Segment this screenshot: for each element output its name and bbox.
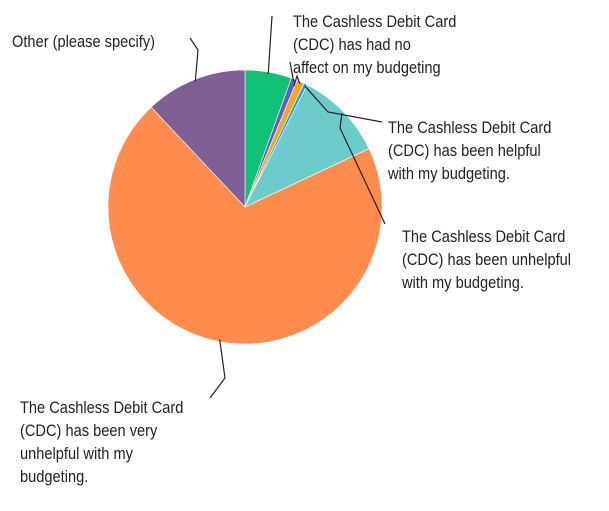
label-line: (CDC) has had no: [293, 35, 411, 54]
leader-line: [189, 37, 199, 82]
label-line: Other (please specify): [12, 32, 156, 51]
leader-line: [289, 61, 295, 82]
label-other: Other (please specify): [12, 30, 155, 53]
label-very-unhelpful: The Cashless Debit Card (CDC) has been v…: [20, 396, 183, 488]
label-line: The Cashless Debit Card: [388, 118, 552, 137]
leader-line: [293, 74, 301, 87]
leader-line: [304, 85, 383, 123]
label-line: with my budgeting.: [388, 164, 510, 183]
label-line: (CDC) has been unhelpful: [402, 250, 572, 269]
label-line: (CDC) has been very: [20, 421, 158, 440]
label-line: (CDC) has been helpful: [388, 141, 541, 160]
pie-slice: [244, 84, 370, 208]
label-line: The Cashless Debit Card: [20, 398, 184, 417]
label-line: with my budgeting.: [402, 273, 524, 292]
label-helpful: The Cashless Debit Card (CDC) has been h…: [388, 116, 551, 185]
label-line: The Cashless Debit Card: [293, 12, 457, 31]
leader-line: [267, 15, 273, 75]
leader-line: [339, 112, 386, 225]
label-no-affect: The Cashless Debit Card (CDC) has had no…: [293, 10, 456, 79]
label-line: unhelpful with my: [20, 444, 133, 463]
label-unhelpful: The Cashless Debit Card (CDC) has been u…: [402, 225, 571, 294]
label-line: The Cashless Debit Card: [402, 227, 566, 246]
label-line: budgeting.: [20, 467, 89, 486]
label-line: affect on my budgeting: [293, 58, 441, 77]
pie-slice: [150, 69, 246, 208]
leader-line: [209, 339, 226, 399]
pie-slice: [107, 106, 383, 345]
